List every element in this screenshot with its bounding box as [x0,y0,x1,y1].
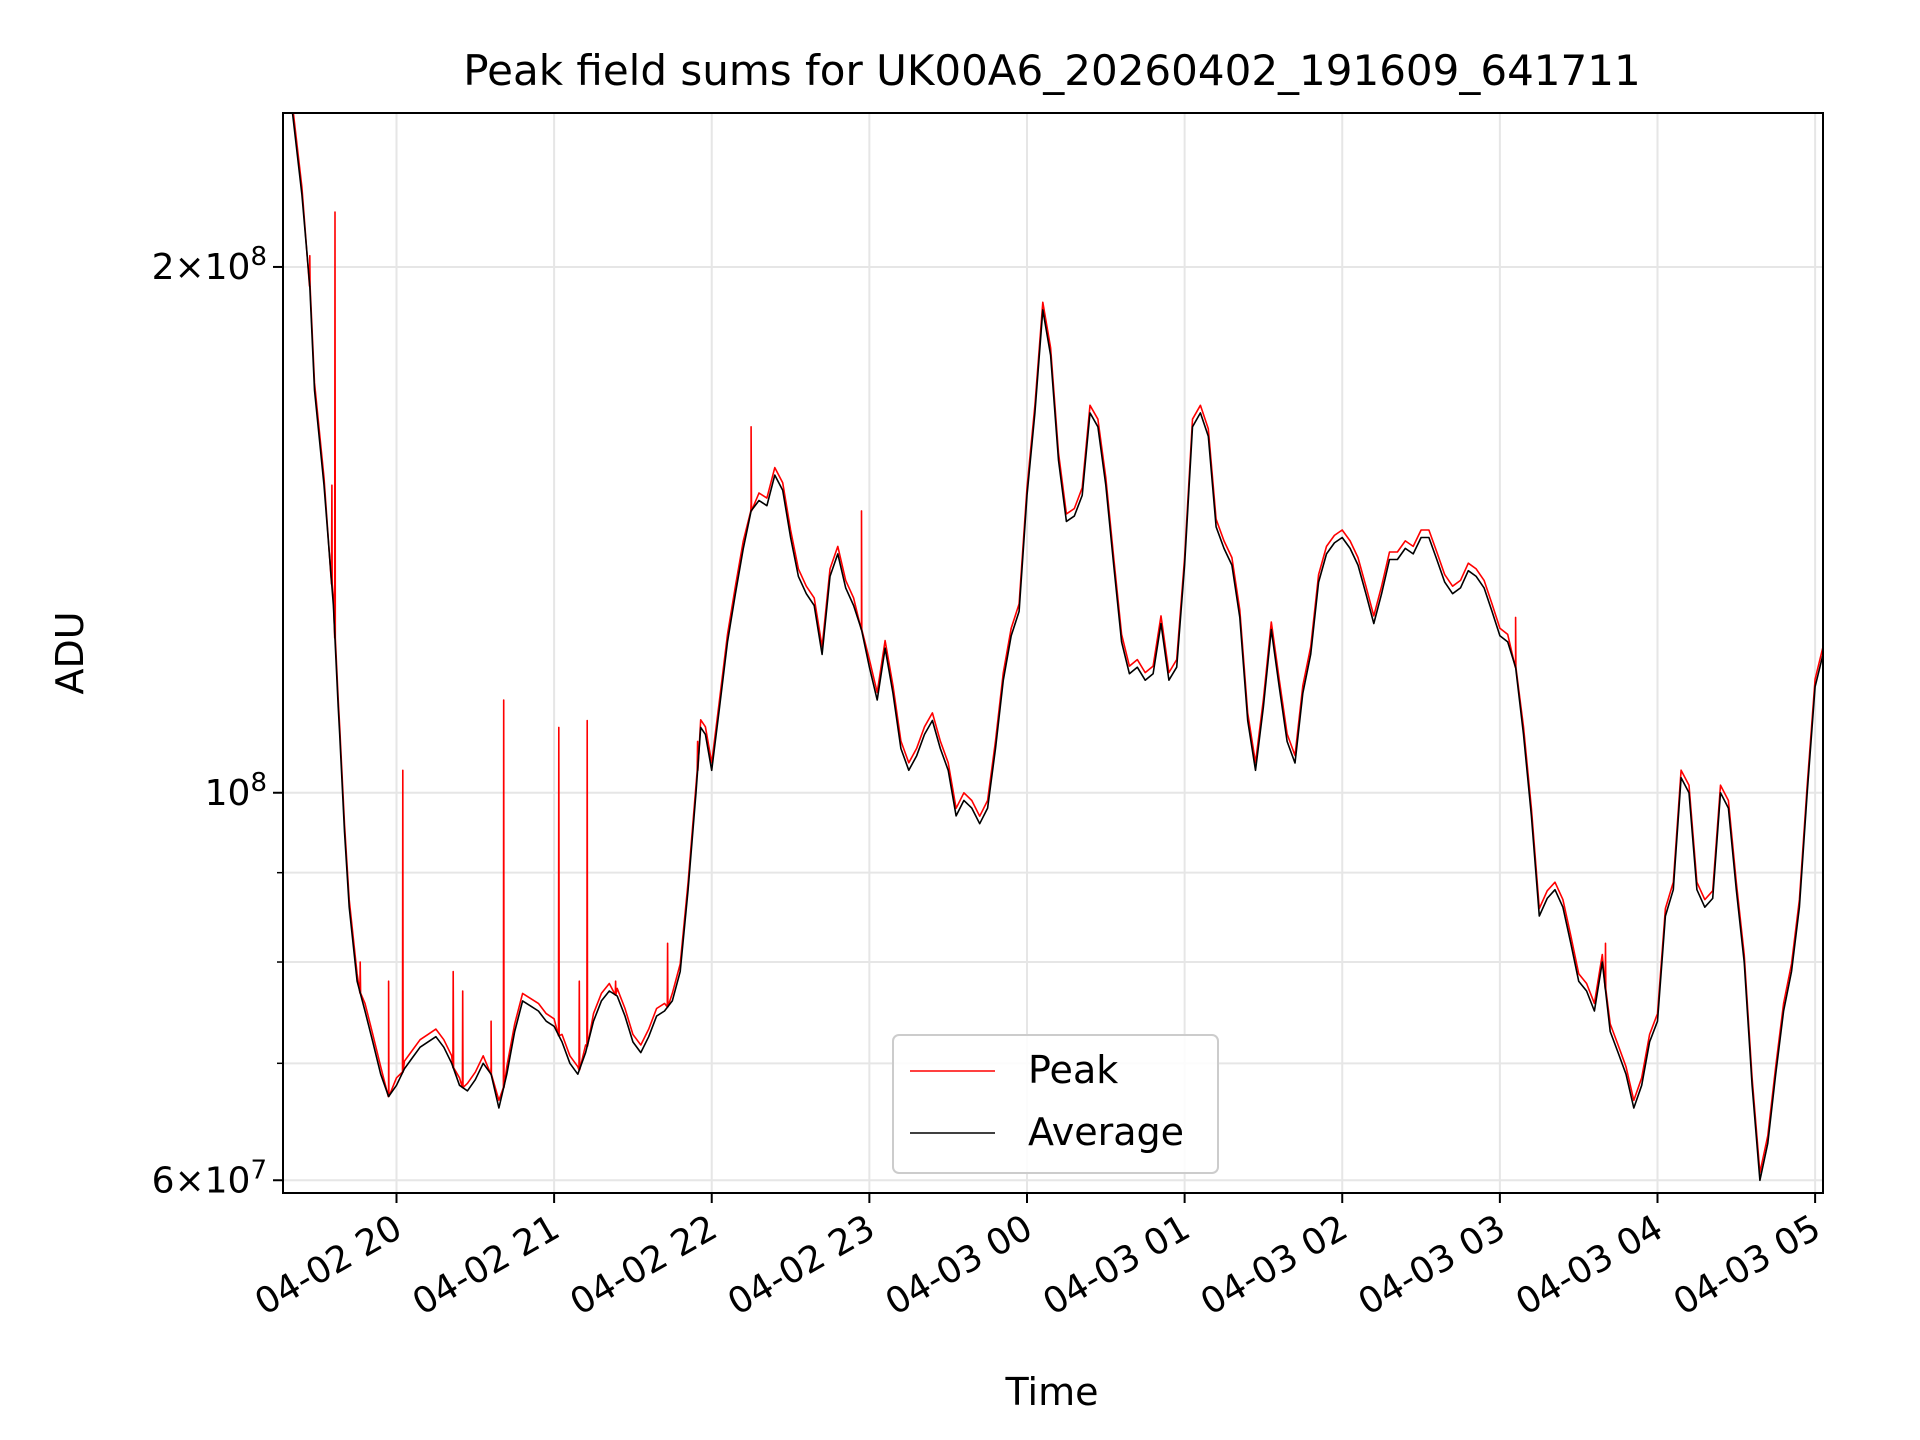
average-series-line [283,113,1823,1182]
y-tick-label: 2×108 [152,242,267,288]
legend: Peak Average [892,1034,1219,1174]
legend-box [892,1034,1219,1174]
series-group [283,113,1823,1182]
y-tick-label: 108 [205,768,267,814]
y-tick-label: 6×107 [152,1155,267,1201]
plot-area [283,113,1823,1182]
x-axis-label: Time [1005,1370,1099,1414]
y-axis-label: ADU [48,611,92,694]
y-axis-ticks: 6×107 108 2×108 [152,242,283,1201]
legend-average-label: Average [1028,1110,1184,1154]
chart-title: Peak field sums for UK00A6_20260402_1916… [463,46,1640,95]
peak-series-line [292,113,1823,1174]
axes-frame [282,112,1824,1194]
legend-peak-label: Peak [1028,1048,1118,1092]
